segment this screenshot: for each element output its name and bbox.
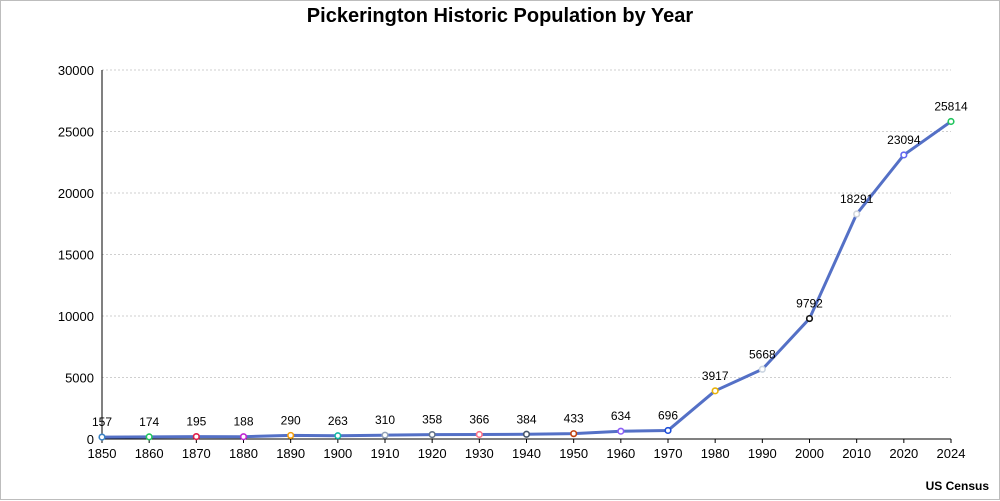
data-label: 366 (469, 412, 489, 426)
chart-title: Pickerington Historic Population by Year (306, 5, 694, 27)
data-point (145, 433, 153, 441)
data-point (334, 432, 342, 440)
data-label: 195 (186, 415, 206, 429)
data-point (664, 426, 672, 435)
data-label: 5668 (749, 347, 776, 361)
x-tick-label: 1990 (748, 446, 777, 461)
x-tick-label: 1970 (654, 446, 683, 461)
data-point (947, 117, 955, 126)
data-point (570, 430, 578, 438)
x-tick-label: 2010 (842, 446, 871, 461)
data-label: 290 (281, 413, 301, 427)
data-label: 634 (611, 409, 631, 423)
x-tick-label: 1910 (371, 446, 400, 461)
data-point (239, 433, 248, 441)
x-tick-label: 1960 (606, 446, 635, 461)
x-tick-label: 1850 (88, 446, 117, 461)
x-tick-label: 1950 (559, 446, 588, 461)
x-tick-label: 1930 (465, 446, 494, 461)
data-label: 188 (233, 415, 253, 429)
x-tick-label: 1880 (229, 446, 258, 461)
data-point (853, 210, 861, 218)
y-tick-label: 30000 (58, 63, 94, 78)
x-tick-label: 1940 (512, 446, 541, 461)
data-label: 3917 (702, 369, 729, 383)
data-point (287, 431, 295, 440)
x-tick-label: 1870 (182, 446, 211, 461)
data-label: 9792 (796, 297, 823, 311)
data-label: 433 (564, 412, 584, 426)
x-tick-label: 1900 (323, 446, 352, 461)
data-point (900, 151, 908, 159)
data-label: 384 (516, 412, 536, 426)
x-tick-label: 2024 (937, 446, 966, 461)
x-tick-label: 1920 (418, 446, 447, 461)
y-tick-label: 5000 (65, 371, 94, 386)
y-tick-label: 0 (87, 432, 94, 447)
data-point (98, 433, 106, 441)
data-point (381, 431, 389, 439)
data-point (428, 430, 436, 439)
y-tick-label: 10000 (58, 309, 94, 324)
data-label: 263 (328, 414, 348, 428)
series-line-population (101, 120, 952, 439)
data-point (758, 365, 766, 373)
x-tick-label: 1860 (135, 446, 164, 461)
data-point (522, 430, 531, 438)
y-tick-label: 15000 (58, 248, 94, 263)
source-label: US Census (925, 479, 989, 493)
data-label: 25814 (934, 99, 968, 113)
data-label: 310 (375, 413, 395, 427)
data-point (192, 433, 200, 441)
data-label: 157 (92, 415, 112, 429)
data-point (711, 387, 719, 395)
data-point (475, 430, 483, 439)
x-tick-label: 2020 (889, 446, 918, 461)
x-tick-label: 1890 (276, 446, 305, 461)
data-label: 18291 (840, 192, 874, 206)
data-point (805, 314, 814, 323)
x-tick-label: 2000 (795, 446, 824, 461)
y-tick-label: 25000 (58, 125, 94, 140)
data-label: 358 (422, 413, 442, 427)
x-tick-label: 1980 (701, 446, 730, 461)
data-label: 174 (139, 415, 159, 429)
y-tick-label: 20000 (58, 186, 94, 201)
data-label: 696 (658, 408, 678, 422)
data-point (617, 427, 625, 435)
data-label: 23094 (887, 133, 921, 147)
